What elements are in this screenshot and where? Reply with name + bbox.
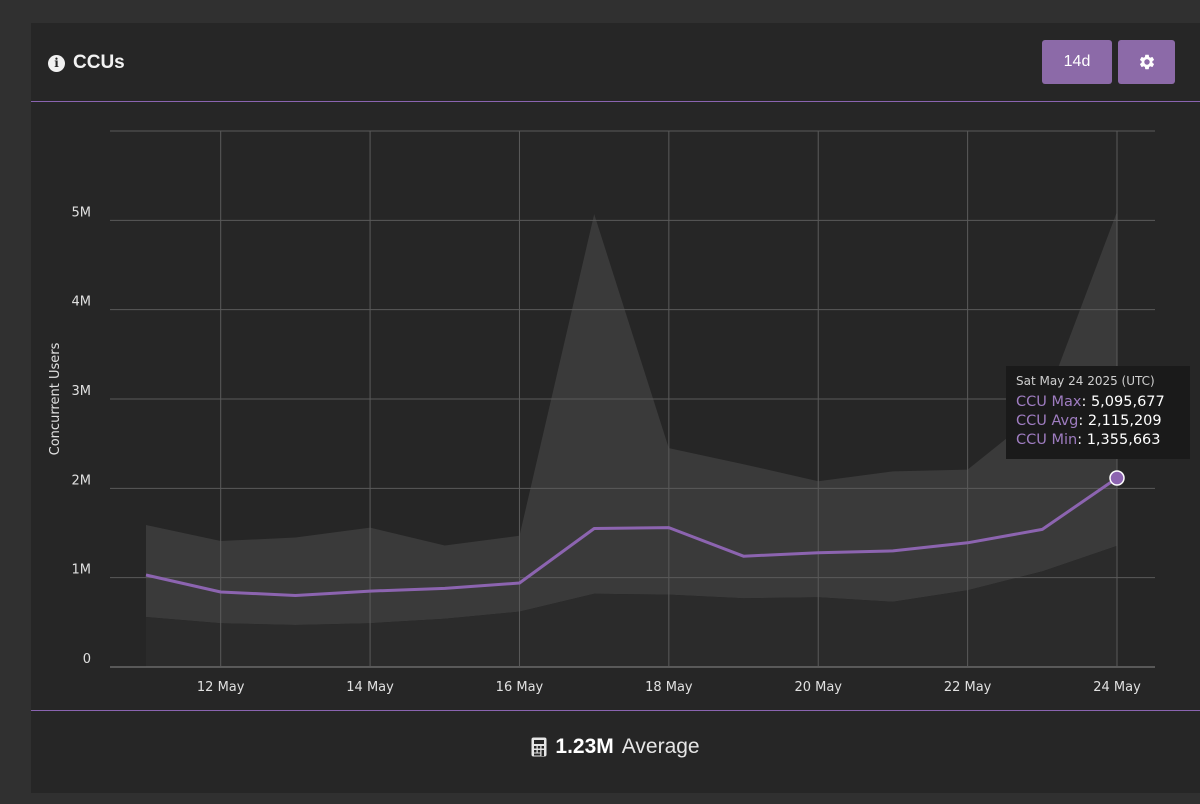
average-value: 1.23M [555,735,614,758]
calculator-icon [531,737,547,757]
tooltip-label: CCU Max [1016,394,1082,410]
x-tick-label: 24 May [1093,680,1141,695]
chart-area: 0 1M 2M 3M 4M 5M 12 May 14 May 16 May 18 May 20 Ma… [31,102,1200,710]
tooltip-label: CCU Min [1016,432,1078,448]
y-tick-label: 3M [72,384,92,399]
y-tick-label: 2M [72,473,92,488]
ccu-avg-line [145,476,1118,597]
tooltip-date: Sat May 24 2025 (UTC) [1016,374,1155,388]
card-title: CCUs [73,52,125,73]
x-tick-label: 14 May [346,680,394,695]
tooltip-value: 1,355,663 [1086,432,1161,448]
average-summary: 1.23M Average [31,735,1200,759]
x-tick-label: 22 May [944,680,992,695]
card-footer: 1.23M Average [31,710,1200,794]
y-tick-label: 0 [83,652,91,667]
chart-tooltip: Sat May 24 2025 (UTC) CCU Max: 5,095,677… [1006,366,1190,459]
tooltip-row-min: CCU Min: 1,355,663 [1016,432,1161,448]
x-tick-label: 12 May [197,680,245,695]
ccu-range-band [146,211,1117,626]
y-axis-label: Concurrent Users [48,342,63,455]
card-header: i CCUs 14d [31,23,1200,102]
x-tick-label: 16 May [496,680,544,695]
ccu-min-area [146,545,1117,667]
info-icon[interactable]: i [48,54,65,72]
settings-button[interactable] [1118,40,1175,84]
y-tick-label: 4M [72,295,92,310]
tooltip-row-avg: CCU Avg: 2,115,209 [1016,413,1162,429]
title-group: i CCUs [48,52,125,74]
x-tick-label: 20 May [794,680,842,695]
x-tick-label: 18 May [645,680,693,695]
highlight-point[interactable] [1109,470,1125,486]
tooltip-row-max: CCU Max: 5,095,677 [1016,394,1165,410]
range-14d-button[interactable]: 14d [1042,40,1112,84]
average-label: Average [621,735,700,758]
ccu-chart: 0 1M 2M 3M 4M 5M 12 May 14 May 16 May 18 May 20 Ma… [48,130,1155,695]
tooltip-value: 2,115,209 [1087,413,1162,429]
tooltip-label: CCU Avg [1016,413,1079,429]
y-tick-label: 1M [72,563,92,578]
tooltip-value: 5,095,677 [1090,394,1165,410]
y-tick-label: 5M [72,205,92,220]
ccu-card: i CCUs 14d 0 1M 2M 3M 4M 5M 12 May 14 May 16 May… [31,23,1200,793]
gear-icon [1139,54,1154,70]
